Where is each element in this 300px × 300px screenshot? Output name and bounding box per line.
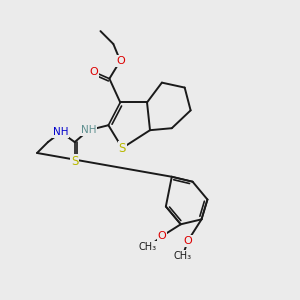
Text: S: S xyxy=(71,155,78,168)
Text: O: O xyxy=(158,231,166,241)
Text: NH: NH xyxy=(53,127,69,137)
Text: CH₃: CH₃ xyxy=(174,251,192,261)
Text: O: O xyxy=(89,67,98,77)
Text: CH₃: CH₃ xyxy=(139,242,157,252)
Text: O: O xyxy=(183,236,192,246)
Text: NH: NH xyxy=(81,125,96,135)
Text: S: S xyxy=(118,142,126,154)
Text: O: O xyxy=(116,56,125,66)
